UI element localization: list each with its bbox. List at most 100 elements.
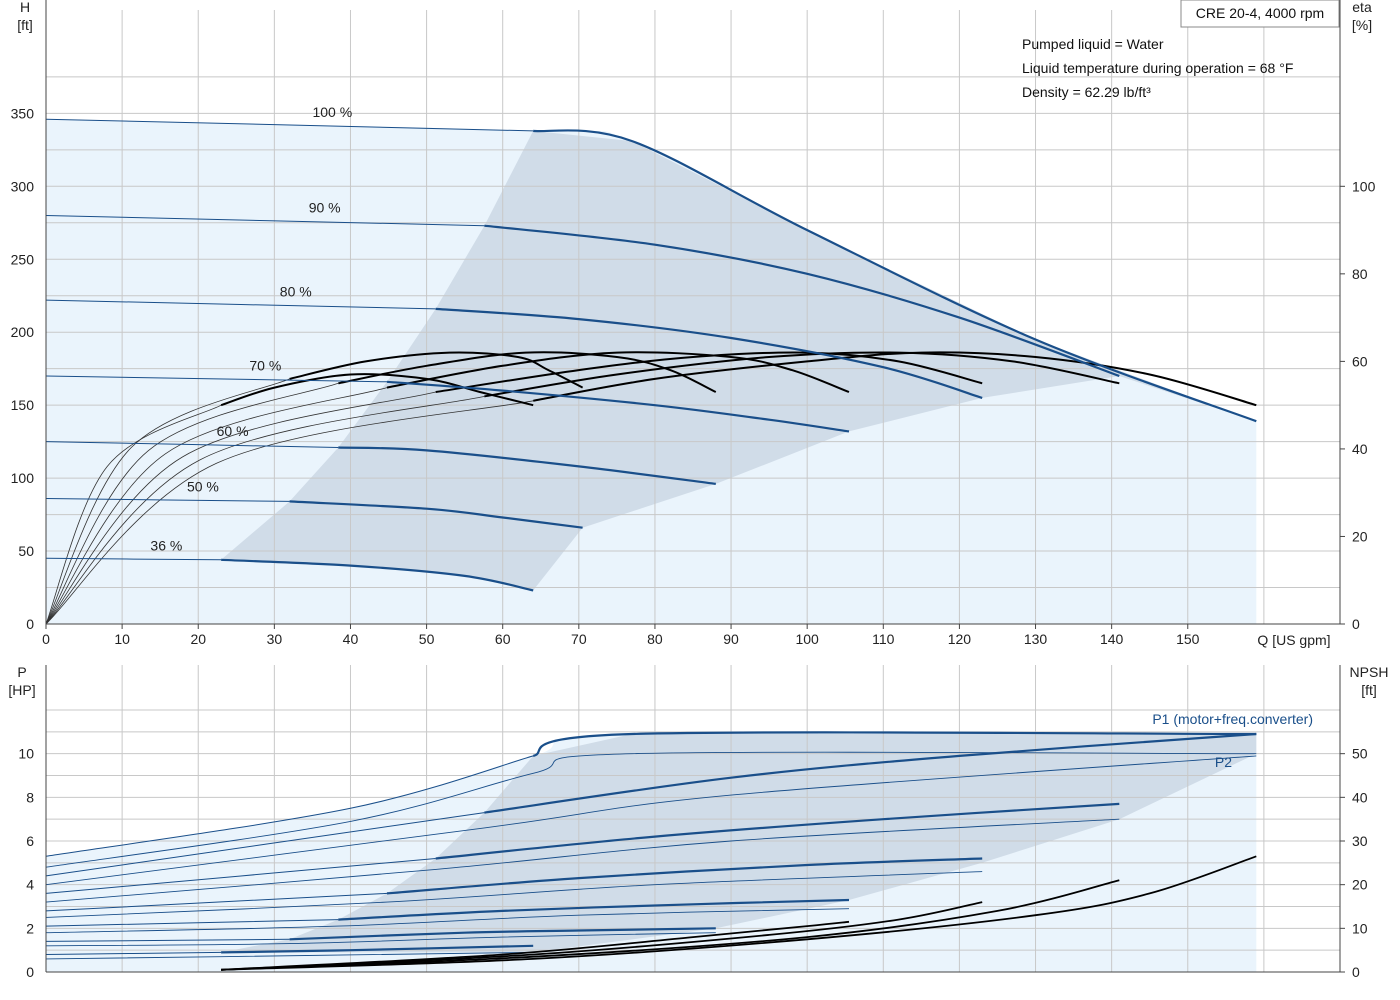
y2-tick-label: 0 <box>1352 964 1360 980</box>
y-axis-title-head: H <box>20 0 30 15</box>
series-label-p1: P1 (motor+freq.converter) <box>1152 711 1313 727</box>
y2-tick-label: 10 <box>1352 920 1368 936</box>
eta-curve <box>435 351 983 393</box>
bottom-axes: 0 2 4 6 8 10 0 10 20 30 40 50 <box>18 665 1368 980</box>
y-tick-label: 350 <box>11 105 35 121</box>
eta-curve-extension <box>45 396 485 625</box>
p1-curve <box>386 857 983 895</box>
npsh-curve <box>221 879 1120 971</box>
x-tick-label: 50 <box>419 631 435 647</box>
y-tick-label: 200 <box>11 324 35 340</box>
speed-label: 90 % <box>309 200 341 216</box>
series-label-p2: P2 <box>1215 754 1232 770</box>
top-curves: 100 % 90 % 80 % 70 % 60 % 50 % 36 % <box>45 104 1257 625</box>
y-tick-label: 0 <box>26 964 34 980</box>
head-curve <box>435 307 983 399</box>
x-tick-label: 0 <box>42 631 50 647</box>
speed-label: 60 % <box>217 423 249 439</box>
x-tick-label: 60 <box>495 631 511 647</box>
x-tick-label: 20 <box>190 631 206 647</box>
y2-tick-label: 80 <box>1352 266 1368 282</box>
head-curve-extension <box>45 215 485 227</box>
npsh-curve <box>221 901 983 971</box>
p1-curve-extension <box>45 892 388 912</box>
eta-curve-extension <box>45 382 339 625</box>
x-tick-label: 120 <box>948 631 972 647</box>
y-tick-label: 250 <box>11 251 35 267</box>
x-tick-label: 80 <box>647 631 663 647</box>
head-curve <box>533 129 1257 423</box>
x-tick-label: 150 <box>1176 631 1200 647</box>
y2-tick-label: 30 <box>1352 833 1368 849</box>
x-axis-title-top: Q [US gpm] <box>1257 632 1330 648</box>
head-curve <box>221 558 534 592</box>
y-tick-label: 10 <box>18 746 34 762</box>
eta-curve-extension <box>45 391 436 625</box>
bottom-curves <box>45 731 1257 971</box>
head-curve <box>386 380 850 433</box>
npsh-curve <box>221 855 1257 971</box>
top-axes: 0 10 20 30 40 50 60 70 80 90 100 110 120 130 140 150 0 50… <box>11 0 1376 647</box>
p1-curve-extension <box>45 938 290 942</box>
y2-tick-label: 60 <box>1352 353 1368 369</box>
p2-curve <box>45 755 1257 886</box>
p1-curve-extension <box>45 951 222 955</box>
eta-curve <box>220 373 534 407</box>
speed-label: 70 % <box>249 358 281 374</box>
head-curve-extension <box>45 498 290 502</box>
top-grid <box>45 10 1340 625</box>
y-tick-label: 6 <box>26 833 34 849</box>
eta-curve <box>289 351 584 389</box>
head-curve <box>338 446 716 485</box>
operating-area-bottom <box>221 734 1257 953</box>
p1-curve <box>532 731 1257 757</box>
info-temperature: Liquid temperature during operation = 68… <box>1022 60 1293 76</box>
x-tick-label: 110 <box>872 631 895 647</box>
y2-tick-label: 40 <box>1352 789 1368 805</box>
p1-curve <box>435 802 1120 860</box>
speed-label: 36 % <box>150 537 182 553</box>
p2-curve <box>45 908 850 934</box>
y-tick-label: 0 <box>26 616 34 632</box>
y2-axis-unit-npsh: [ft] <box>1361 682 1377 698</box>
y2-tick-label: 50 <box>1352 746 1368 762</box>
p2-curve <box>45 818 1120 903</box>
y-tick-label: 4 <box>26 877 34 893</box>
x-tick-label: 130 <box>1024 631 1048 647</box>
x-tick-label: 70 <box>571 631 587 647</box>
head-curve <box>289 500 583 529</box>
head-curve-extension <box>45 375 388 383</box>
info-density: Density = 62.29 lb/ft³ <box>1022 84 1151 100</box>
y2-axis-title-eta: eta <box>1352 0 1372 15</box>
y-tick-label: 8 <box>26 789 34 805</box>
speed-label: 80 % <box>280 283 312 299</box>
y2-tick-label: 20 <box>1352 877 1368 893</box>
eta-curve-extension <box>45 387 388 625</box>
x-tick-label: 100 <box>795 631 819 647</box>
x-tick-label: 40 <box>343 631 359 647</box>
speed-label: 50 % <box>187 478 219 494</box>
y-tick-label: 100 <box>11 470 35 486</box>
eta-curve-extension <box>45 404 222 625</box>
y2-tick-label: 40 <box>1352 441 1368 457</box>
p2-curve <box>45 751 1257 868</box>
y2-tick-label: 0 <box>1352 616 1360 632</box>
p1-curve-extension <box>45 755 534 857</box>
x-tick-label: 90 <box>723 631 739 647</box>
p1-curve <box>289 927 716 941</box>
head-curve <box>484 224 1120 378</box>
x-tick-label: 30 <box>267 631 283 647</box>
top-operating-areas <box>46 119 1257 624</box>
head-curve-extension <box>45 299 436 310</box>
y-tick-label: 300 <box>11 178 35 194</box>
y2-tick-label: 20 <box>1352 528 1368 544</box>
bottom-operating-areas <box>46 732 1257 972</box>
eta-curve <box>338 351 717 393</box>
y-tick-label: 150 <box>11 397 35 413</box>
eta-curve <box>386 351 850 393</box>
y2-tick-label: 100 <box>1352 178 1376 194</box>
head-curve-extension <box>45 557 222 561</box>
title-box <box>1180 0 1340 28</box>
y-axis-unit-head: [ft] <box>17 17 33 33</box>
